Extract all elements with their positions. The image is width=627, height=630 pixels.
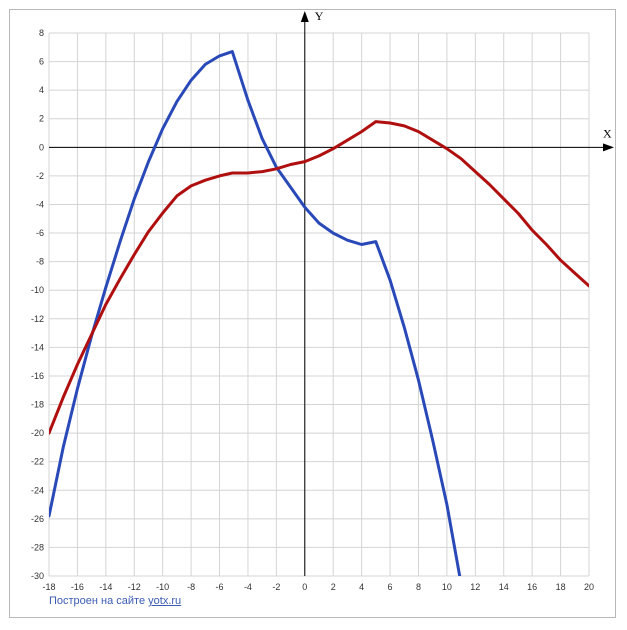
x-tick-label: -2	[272, 582, 280, 592]
x-tick-label: 20	[584, 582, 594, 592]
y-axis-label: Y	[315, 9, 324, 23]
x-tick-label: -18	[42, 582, 55, 592]
y-tick-label: -12	[31, 314, 44, 324]
axes: XY	[49, 9, 614, 576]
x-tick-label: -4	[244, 582, 252, 592]
series-line-1	[49, 50, 462, 576]
y-tick-label: -16	[31, 371, 44, 381]
x-tick-label: 14	[499, 582, 509, 592]
x-tick-label: -16	[71, 582, 84, 592]
y-tick-label: -20	[31, 428, 44, 438]
y-tick-label: -14	[31, 342, 44, 352]
y-tick-label: -28	[31, 542, 44, 552]
x-tick-label: 8	[416, 582, 421, 592]
y-tick-label: -6	[36, 228, 44, 238]
y-tick-label: -22	[31, 457, 44, 467]
x-tick-label: -12	[128, 582, 141, 592]
y-tick-label: -4	[36, 199, 44, 209]
y-tick-label: -26	[31, 514, 44, 524]
y-tick-label: 8	[39, 28, 44, 38]
x-axis-label: X	[603, 126, 612, 140]
series	[49, 50, 589, 576]
y-tick-label: -2	[36, 171, 44, 181]
y-axis-arrow	[300, 11, 309, 22]
x-tick-label: 0	[302, 582, 307, 592]
y-tick-label: 4	[39, 85, 44, 95]
tick-labels: -18 -16 -14 -12 -10 -8 -6 -4 -2 0 2 4 6 8 10 12 14 16 18 20…	[31, 28, 594, 592]
y-tick-label: -30	[31, 571, 44, 581]
x-tick-label: -10	[156, 582, 169, 592]
credit-prefix: Построен на сайте	[49, 595, 149, 607]
x-tick-label: 10	[442, 582, 452, 592]
x-axis-arrow	[603, 143, 614, 152]
y-tick-label: -8	[36, 257, 44, 267]
y-tick-label: 2	[39, 114, 44, 124]
x-tick-label: -8	[187, 582, 195, 592]
y-tick-label: 0	[39, 142, 44, 152]
x-tick-label: 12	[470, 582, 480, 592]
chart-frame	[9, 9, 616, 618]
x-tick-label: 16	[527, 582, 537, 592]
x-tick-label: 2	[331, 582, 336, 592]
x-tick-label: -14	[99, 582, 112, 592]
x-tick-label: 18	[556, 582, 566, 592]
y-tick-label: -24	[31, 485, 44, 495]
y-tick-label: -10	[31, 285, 44, 295]
series-line-2	[49, 120, 589, 435]
site-credit: Построен на сайте yotx.ru	[49, 595, 181, 607]
x-tick-label: 6	[388, 582, 393, 592]
y-tick-label: 6	[39, 57, 44, 67]
y-tick-label: -18	[31, 400, 44, 410]
x-tick-label: 4	[359, 582, 364, 592]
x-tick-label: -6	[216, 582, 224, 592]
grid	[48, 32, 590, 577]
credit-link[interactable]: yotx.ru	[148, 595, 182, 607]
